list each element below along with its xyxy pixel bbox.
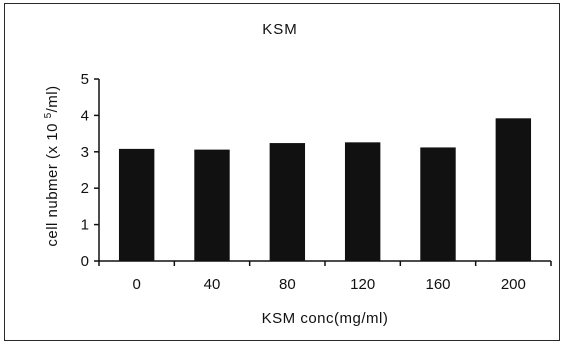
x-tick-label: 40 (204, 276, 221, 293)
bar-80 (269, 143, 306, 261)
chart-title: KSM (262, 21, 298, 38)
chart-frame (4, 3, 560, 341)
bar-0 (118, 148, 155, 261)
bar-120 (344, 142, 381, 261)
bar-160 (420, 147, 456, 261)
y-tick-label: 4 (81, 107, 89, 124)
x-tick-label: 120 (350, 276, 375, 293)
x-tick-label: 0 (132, 276, 140, 293)
bar-40 (194, 149, 230, 261)
y-tick-label: 5 (81, 71, 89, 88)
y-axis-label-unit: /ml) (44, 85, 61, 112)
y-tick-label: 3 (81, 144, 89, 161)
bar-200 (495, 118, 532, 261)
y-axis-label: cell nubmer (x 10 5/ml) (43, 85, 61, 246)
y-tick-label: 2 (81, 180, 89, 197)
y-axis-label-main: cell nubmer (x 10 (44, 118, 61, 246)
x-axis-label: KSM conc(mg/ml) (262, 310, 389, 327)
y-axis-label-exponent: 5 (43, 112, 54, 118)
x-tick-label: 80 (279, 276, 296, 293)
x-tick-label: 160 (425, 276, 450, 293)
y-tick-label: 0 (81, 253, 89, 270)
y-tick-label: 1 (81, 217, 89, 234)
x-tick-label: 200 (501, 276, 526, 293)
